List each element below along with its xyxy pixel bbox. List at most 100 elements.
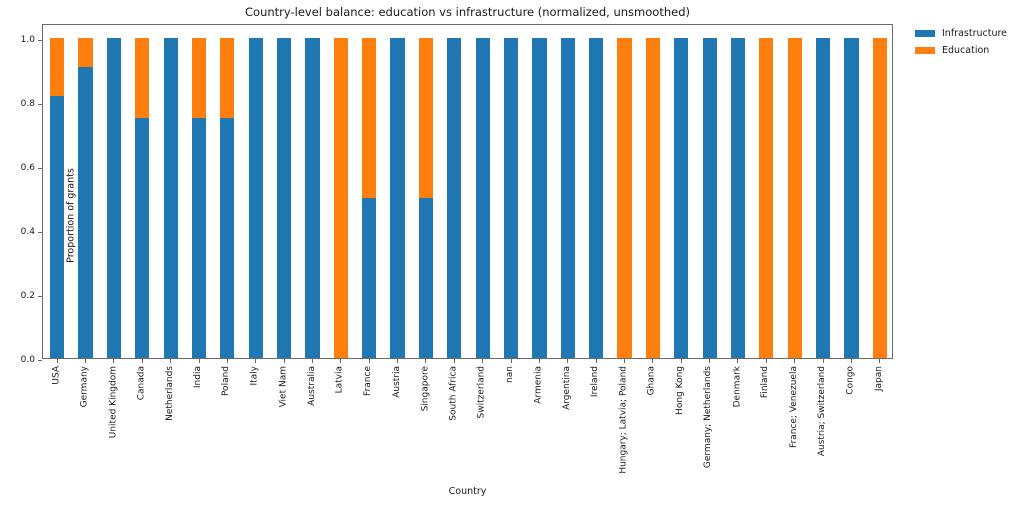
x-tick-mark: [340, 359, 342, 363]
bar-segment-infrastructure: [135, 118, 150, 358]
x-tick-label: nan: [505, 366, 516, 383]
bar-segment-infrastructure: [560, 38, 575, 358]
bar-segment-education: [645, 38, 660, 358]
x-tick-mark: [283, 359, 285, 363]
y-tick-label: 0.0: [20, 354, 35, 365]
bar-segment-infrastructure: [475, 38, 490, 358]
bar-segment-education: [418, 38, 434, 198]
x-tick-mark: [198, 359, 200, 363]
x-tick-mark: [879, 359, 881, 363]
legend-label-infrastructure: Infrastructure: [942, 27, 1008, 39]
x-tick-mark: [680, 359, 682, 363]
x-tick-mark: [453, 359, 455, 363]
x-tick-label: Germany: [79, 366, 90, 408]
x-tick-mark: [397, 359, 399, 363]
y-tick-mark: [38, 359, 42, 361]
bar-segment-education: [191, 38, 207, 118]
x-tick-label: Germany; Netherlands: [703, 366, 714, 469]
x-tick-label: Ghana: [646, 366, 657, 396]
bar-segment-infrastructure: [730, 38, 746, 358]
x-tick-label: Denmark: [731, 366, 742, 408]
x-tick-label: Canada: [136, 366, 147, 401]
x-tick-mark: [56, 359, 58, 363]
bar-segment-infrastructure: [106, 38, 121, 358]
y-tick-mark: [38, 39, 42, 41]
bar-segment-infrastructure: [418, 198, 434, 358]
x-tick-mark: [595, 359, 597, 363]
x-tick-label: Hong Kong: [675, 366, 686, 415]
x-tick-mark: [737, 359, 739, 363]
bar-segment-infrastructure: [702, 38, 717, 358]
legend-label-education: Education: [942, 44, 990, 56]
x-tick-mark: [765, 359, 767, 363]
x-tick-label: Ireland: [590, 366, 601, 398]
bar-segment-education: [78, 38, 93, 67]
bar-segment-education: [617, 38, 632, 358]
bar-segment-education: [872, 38, 887, 358]
bar-segment-infrastructure: [305, 38, 320, 358]
x-tick-label: Poland: [221, 366, 232, 397]
legend-item-infrastructure: Infrastructure: [915, 27, 1007, 39]
bar-segment-education: [333, 38, 348, 358]
x-tick-mark: [141, 359, 143, 363]
bar-segment-education: [787, 38, 802, 358]
bar-segment-infrastructure: [277, 38, 292, 358]
x-tick-mark: [170, 359, 172, 363]
x-tick-label: Netherlands: [164, 366, 175, 421]
bar-segment-infrastructure: [447, 38, 462, 358]
x-tick-mark: [624, 359, 626, 363]
x-tick-label: South Africa: [448, 366, 459, 421]
y-tick-label: 1.0: [20, 34, 35, 45]
y-tick-mark: [38, 295, 42, 297]
bar-segment-infrastructure: [78, 66, 93, 358]
x-tick-mark: [113, 359, 115, 363]
legend-item-education: Education: [915, 44, 1007, 56]
x-tick-label: United Kingdom: [107, 366, 118, 439]
x-tick-label: Latvia: [334, 366, 345, 394]
x-tick-label: Australia: [306, 366, 317, 406]
legend-swatch-infrastructure: [915, 29, 935, 37]
x-tick-mark: [255, 359, 257, 363]
y-tick-mark: [38, 231, 42, 233]
x-tick-label: Japan: [873, 366, 884, 392]
y-tick-mark: [38, 103, 42, 105]
y-tick-label: 0.4: [20, 226, 35, 237]
bar-segment-infrastructure: [589, 38, 604, 358]
x-tick-mark: [425, 359, 427, 363]
x-tick-label: Congo: [845, 366, 856, 395]
x-tick-label: Austria; Switzerland: [817, 366, 828, 457]
bar-segment-education: [135, 38, 150, 118]
x-tick-mark: [538, 359, 540, 363]
bar-segment-infrastructure: [674, 38, 689, 358]
x-tick-label: Argentina: [561, 366, 572, 410]
x-tick-mark: [85, 359, 87, 363]
bar-segment-education: [759, 38, 774, 358]
bar-segment-infrastructure: [844, 38, 859, 358]
bar-segment-education: [50, 38, 65, 96]
legend: Infrastructure Education: [915, 27, 1007, 61]
bar-segment-education: [362, 38, 377, 198]
bar-segment-infrastructure: [503, 38, 519, 358]
x-tick-mark: [482, 359, 484, 363]
x-tick-mark: [794, 359, 796, 363]
y-tick-label: 0.2: [20, 290, 35, 301]
x-tick-label: Singapore: [419, 366, 430, 412]
x-tick-label: India: [193, 366, 204, 389]
x-tick-mark: [311, 359, 313, 363]
x-tick-label: Switzerland: [476, 366, 487, 419]
x-tick-label: Italy: [249, 366, 260, 386]
x-tick-mark: [567, 359, 569, 363]
x-tick-mark: [652, 359, 654, 363]
y-tick-label: 0.6: [20, 162, 35, 173]
x-tick-mark: [368, 359, 370, 363]
bar-segment-infrastructure: [50, 95, 65, 358]
x-tick-label: Viet Nam: [278, 366, 289, 408]
x-axis-label: Country: [448, 486, 487, 497]
x-axis-tick-labels: USA Germany United Kingdom Canada Netherland…: [42, 363, 893, 493]
x-tick-label: Hungary; Latvia; Poland: [618, 366, 629, 474]
x-tick-label: Armenia: [533, 366, 544, 404]
bar-segment-infrastructure: [362, 198, 377, 358]
x-tick-label: Finland: [760, 366, 771, 399]
plot-area: Proportion of grants 0.0 0.2 0.4 0.6 0.8 1.0: [21, 24, 893, 365]
